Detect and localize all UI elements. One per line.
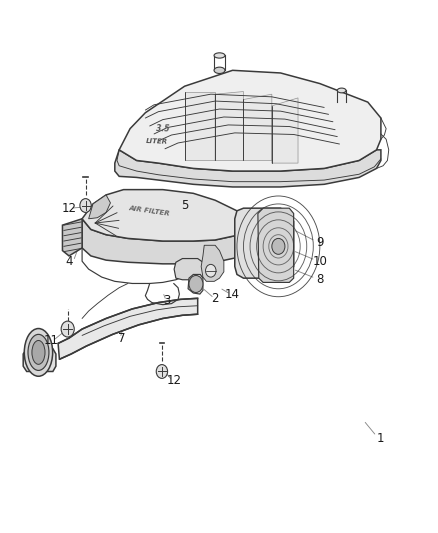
Polygon shape: [82, 219, 245, 264]
Polygon shape: [82, 190, 245, 241]
Text: AIR FILTER: AIR FILTER: [128, 205, 170, 217]
Polygon shape: [234, 208, 293, 278]
Text: 12: 12: [166, 374, 181, 387]
Polygon shape: [115, 150, 380, 187]
Text: 9: 9: [315, 236, 323, 249]
Polygon shape: [23, 349, 56, 372]
Ellipse shape: [24, 328, 53, 376]
Polygon shape: [187, 274, 202, 294]
Circle shape: [61, 321, 74, 337]
Text: 12: 12: [61, 201, 76, 215]
Ellipse shape: [214, 53, 224, 58]
Text: 1: 1: [376, 432, 384, 446]
Text: 7: 7: [117, 332, 125, 344]
Circle shape: [188, 276, 202, 293]
Polygon shape: [174, 259, 205, 280]
Polygon shape: [243, 94, 271, 160]
Polygon shape: [62, 219, 82, 256]
Polygon shape: [58, 298, 197, 359]
Text: LITER: LITER: [145, 138, 167, 144]
Text: 14: 14: [225, 288, 240, 301]
Polygon shape: [201, 245, 223, 281]
Ellipse shape: [214, 67, 224, 74]
Text: 4: 4: [65, 255, 73, 268]
Circle shape: [80, 199, 91, 213]
Polygon shape: [215, 92, 243, 160]
Polygon shape: [257, 208, 293, 282]
Text: 8: 8: [315, 273, 323, 286]
Polygon shape: [119, 70, 380, 171]
Text: 5: 5: [180, 199, 188, 212]
Ellipse shape: [28, 334, 49, 370]
Polygon shape: [88, 195, 110, 219]
Text: 11: 11: [44, 334, 59, 347]
Polygon shape: [184, 92, 215, 160]
Ellipse shape: [32, 341, 45, 365]
Text: 10: 10: [312, 255, 326, 268]
Text: 2: 2: [211, 292, 219, 305]
Text: 3.5: 3.5: [156, 124, 170, 133]
Circle shape: [205, 264, 215, 277]
Text: 3: 3: [163, 294, 170, 308]
Circle shape: [271, 238, 284, 254]
Polygon shape: [271, 98, 297, 163]
Circle shape: [156, 365, 167, 378]
Ellipse shape: [336, 88, 345, 93]
